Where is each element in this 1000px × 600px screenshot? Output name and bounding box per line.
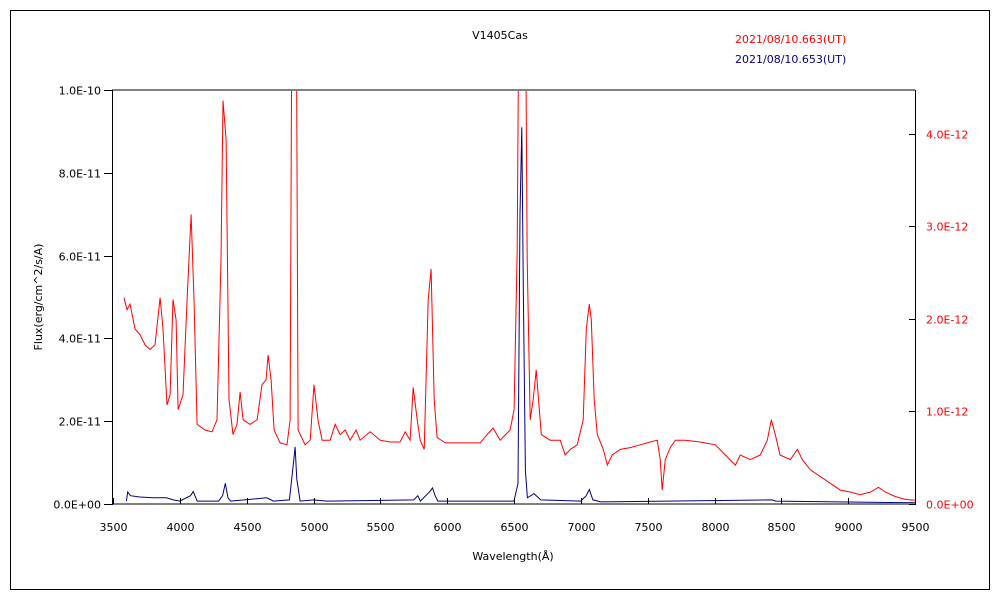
y-left-tick-label: 6.0E-11: [59, 251, 101, 264]
series-line-blue: [125, 127, 915, 504]
y-right-tick-label: 0.0E+00: [926, 499, 974, 512]
y-right-tick-label: 2.0E-12: [926, 314, 968, 327]
chart-title: V1405Cas: [472, 29, 528, 42]
y-left-tick-label: 4.0E-11: [59, 333, 101, 346]
x-tick-label: 4000: [167, 521, 195, 534]
x-tick-label: 3500: [100, 521, 128, 534]
x-tick-label: 5500: [367, 521, 395, 534]
x-tick-label: 7000: [568, 521, 596, 534]
series-line-red: [123, 90, 915, 501]
x-axis-label: Wavelength(Å): [472, 550, 553, 563]
x-tick-label: 6000: [434, 521, 462, 534]
x-tick-label: 7500: [635, 521, 663, 534]
y-right-tick-label: 4.0E-12: [926, 129, 968, 142]
x-tick-label: 8500: [768, 521, 796, 534]
y-right-tick-label: 1.0E-12: [926, 406, 968, 419]
x-tick-label: 9000: [835, 521, 863, 534]
x-tick-label: 4500: [234, 521, 262, 534]
x-tick-label: 6500: [501, 521, 529, 534]
y-left-tick-label: 1.0E-10: [59, 85, 101, 98]
y-left-tick-label: 2.0E-11: [59, 416, 101, 429]
x-tick-label: 9500: [902, 521, 930, 534]
y-left-tick-label: 0.0E+00: [53, 499, 101, 512]
legend-entry-red: 2021/08/10.663(UT): [735, 33, 846, 46]
chart-frame: [10, 10, 990, 590]
legend-entry-blue: 2021/08/10.653(UT): [735, 53, 846, 66]
x-tick-label: 8000: [702, 521, 730, 534]
y-right-tick-label: 3.0E-12: [926, 221, 968, 234]
y-axis-label: Flux(erg/cm^2/s/A): [32, 244, 45, 351]
x-tick-label: 5000: [301, 521, 329, 534]
y-left-tick-label: 8.0E-11: [59, 168, 101, 181]
